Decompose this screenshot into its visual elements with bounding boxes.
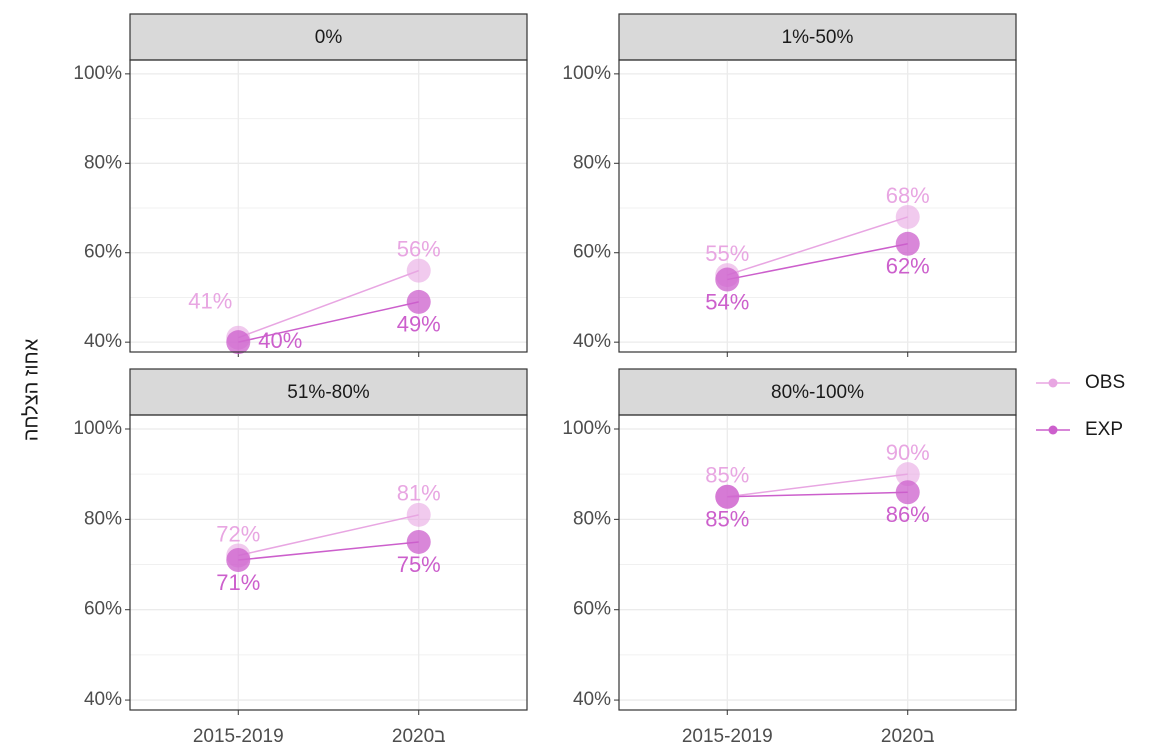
- series-line: [238, 301, 419, 343]
- panel-border: [129, 414, 528, 711]
- y-tick-label: 80%: [84, 152, 122, 173]
- data-label: 81%: [397, 481, 441, 506]
- x-tick-label: 2020ב: [392, 726, 446, 747]
- point: [406, 289, 431, 314]
- y-tick-label: 100%: [73, 418, 122, 439]
- series-line: [238, 514, 419, 557]
- data-label: 40%: [258, 328, 302, 353]
- y-tick-label: 60%: [573, 242, 611, 263]
- point: [406, 502, 431, 527]
- point: [895, 231, 920, 256]
- y-tick-label: 40%: [84, 331, 122, 352]
- data-label: 68%: [886, 183, 930, 208]
- panel-background: [619, 60, 1016, 352]
- point: [226, 330, 251, 355]
- data-label: 86%: [886, 502, 930, 527]
- panel-background: [619, 415, 1016, 710]
- data-label: 75%: [397, 552, 441, 577]
- data-label: 41%: [188, 289, 232, 314]
- data-label: 85%: [705, 507, 749, 532]
- series-line: [238, 541, 419, 561]
- point: [895, 480, 920, 505]
- point: [226, 548, 251, 573]
- facet-title: 0%: [315, 27, 343, 48]
- data-label: 85%: [705, 463, 749, 488]
- panel-background: [130, 415, 527, 710]
- legend-key-point: [1048, 378, 1058, 388]
- data-label: 56%: [397, 236, 441, 261]
- y-tick-label: 60%: [84, 599, 122, 620]
- panel-border: [129, 59, 528, 353]
- point: [895, 462, 920, 487]
- y-tick-label: 40%: [573, 689, 611, 710]
- panel-border: [618, 414, 1017, 711]
- point: [406, 258, 431, 283]
- facet-title: 1%-50%: [782, 27, 854, 48]
- point: [895, 204, 920, 229]
- data-label: 55%: [705, 241, 749, 266]
- legend-label: OBS: [1085, 372, 1125, 393]
- panel-border: [618, 59, 1017, 353]
- strip: [129, 368, 528, 416]
- x-tick-label: 2020ב: [881, 726, 935, 747]
- y-tick-label: 40%: [84, 689, 122, 710]
- legend-key-point: [1048, 425, 1058, 435]
- y-tick-label: 80%: [84, 508, 122, 529]
- y-tick-label: 100%: [562, 418, 611, 439]
- y-tick-label: 100%: [73, 63, 122, 84]
- data-label: 90%: [886, 440, 930, 465]
- y-axis-title: אחוז הצלחה: [20, 338, 42, 441]
- y-tick-label: 80%: [573, 508, 611, 529]
- data-label: 49%: [397, 312, 441, 337]
- data-label: 71%: [216, 570, 260, 595]
- strip: [618, 368, 1017, 416]
- facet-title: 51%-80%: [287, 382, 369, 403]
- y-tick-label: 100%: [562, 63, 611, 84]
- point: [715, 267, 740, 292]
- panel-background: [130, 60, 527, 352]
- y-tick-label: 80%: [573, 152, 611, 173]
- facet-title: 80%-100%: [771, 382, 864, 403]
- y-tick-label: 60%: [573, 599, 611, 620]
- y-tick-label: 60%: [84, 242, 122, 263]
- legend-label: EXP: [1085, 419, 1123, 440]
- point: [406, 529, 431, 554]
- strip: [618, 13, 1017, 61]
- x-tick-label: 2015-2019: [193, 726, 284, 747]
- series-line: [727, 491, 908, 498]
- series-line: [727, 243, 908, 281]
- y-tick-label: 40%: [573, 331, 611, 352]
- data-label: 54%: [705, 289, 749, 314]
- series-line: [727, 473, 908, 498]
- series-line: [727, 216, 908, 276]
- x-tick-label: 2015-2019: [682, 726, 773, 747]
- data-label: 62%: [886, 254, 930, 279]
- strip: [129, 13, 528, 61]
- series-line: [238, 269, 419, 339]
- data-label: 72%: [216, 521, 260, 546]
- point: [715, 484, 740, 509]
